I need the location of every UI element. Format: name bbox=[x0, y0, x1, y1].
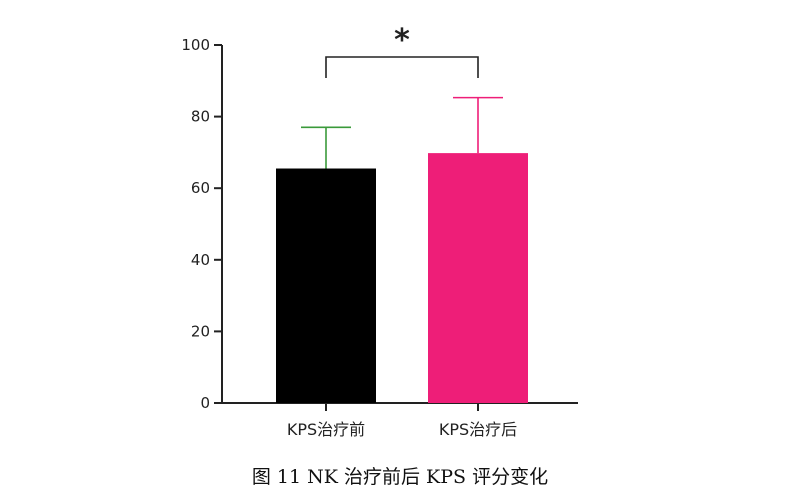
figure-caption: 图 11 NK 治疗前后 KPS 评分变化 bbox=[251, 466, 549, 488]
y-tick-label: 60 bbox=[191, 179, 210, 197]
x-category-label: KPS治疗前 bbox=[287, 420, 365, 439]
y-tick-label: 0 bbox=[200, 394, 210, 412]
y-tick-label: 20 bbox=[191, 322, 210, 340]
significance-label: * bbox=[394, 23, 410, 58]
bar-1 bbox=[276, 168, 376, 403]
y-tick-label: 40 bbox=[191, 251, 210, 269]
y-tick-label: 100 bbox=[181, 36, 210, 54]
x-category-label: KPS治疗后 bbox=[439, 420, 517, 439]
bar-2 bbox=[428, 153, 528, 403]
significance-bracket bbox=[325, 56, 479, 78]
bar-chart: 0 20 40 60 80 100 KPS治疗前 KPS治疗后 * bbox=[181, 23, 578, 439]
y-tick-label: 80 bbox=[191, 108, 210, 126]
